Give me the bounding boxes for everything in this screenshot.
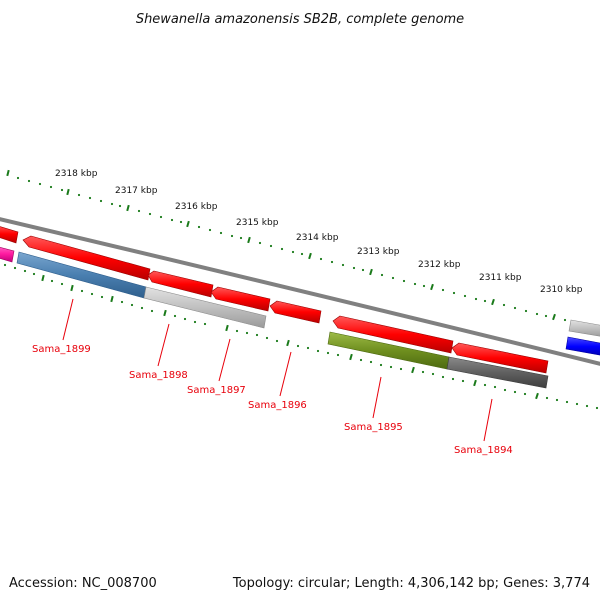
scale-label: 2315 kbp <box>236 218 279 228</box>
leader-line <box>279 351 292 397</box>
leader-line <box>62 298 74 341</box>
cds-feature <box>147 270 214 298</box>
scale-label: 2310 kbp <box>540 285 583 295</box>
accession-text: Accession: NC_008700 <box>9 576 157 591</box>
gene-label: Sama_1897 <box>187 385 246 396</box>
category-track <box>0 247 600 389</box>
scale-label: 2313 kbp <box>357 247 400 257</box>
category-feature <box>446 356 549 389</box>
leader-line <box>483 398 493 442</box>
inner-scale-ring <box>3 263 599 410</box>
gene-labels: Sama_1899 Sama_1898 Sama_1897 Sama_1896 … <box>32 344 513 456</box>
gene-label: Sama_1898 <box>129 370 188 381</box>
scale-label: 2311 kbp <box>479 273 522 283</box>
cds-feature <box>332 315 454 354</box>
cds-track <box>0 226 549 374</box>
cds-feature <box>269 300 322 324</box>
scale-label: 2318 kbp <box>55 169 98 179</box>
label-leaders <box>62 298 493 442</box>
scale-label: 2317 kbp <box>115 186 158 196</box>
genome-summary-text: Topology: circular; Length: 4,306,142 bp… <box>232 576 590 591</box>
cds-feature <box>210 286 271 312</box>
gene-label: Sama_1895 <box>344 422 403 433</box>
scale-label: 2316 kbp <box>175 202 218 212</box>
cds-feature <box>451 342 549 374</box>
category-feature <box>565 336 600 356</box>
leader-line <box>218 338 231 382</box>
gene-label: Sama_1896 <box>248 400 307 411</box>
category-feature <box>0 247 15 263</box>
cds-feature <box>22 235 151 281</box>
gene-label: Sama_1899 <box>32 344 91 355</box>
map-title: Shewanella amazonensis SB2B, complete ge… <box>136 12 464 27</box>
cds-feature <box>0 226 19 244</box>
outer-scale-ring <box>6 169 599 331</box>
genome-backbone <box>0 217 600 366</box>
scale-label: 2314 kbp <box>296 233 339 243</box>
gene-label: Sama_1894 <box>454 445 513 456</box>
scale-labels: 2318 kbp 2317 kbp 2316 kbp 2315 kbp 2314… <box>55 169 583 295</box>
leader-line <box>372 376 382 419</box>
category-feature <box>568 319 600 337</box>
leader-line <box>157 323 170 367</box>
scale-label: 2312 kbp <box>418 260 461 270</box>
category-feature <box>143 286 267 329</box>
